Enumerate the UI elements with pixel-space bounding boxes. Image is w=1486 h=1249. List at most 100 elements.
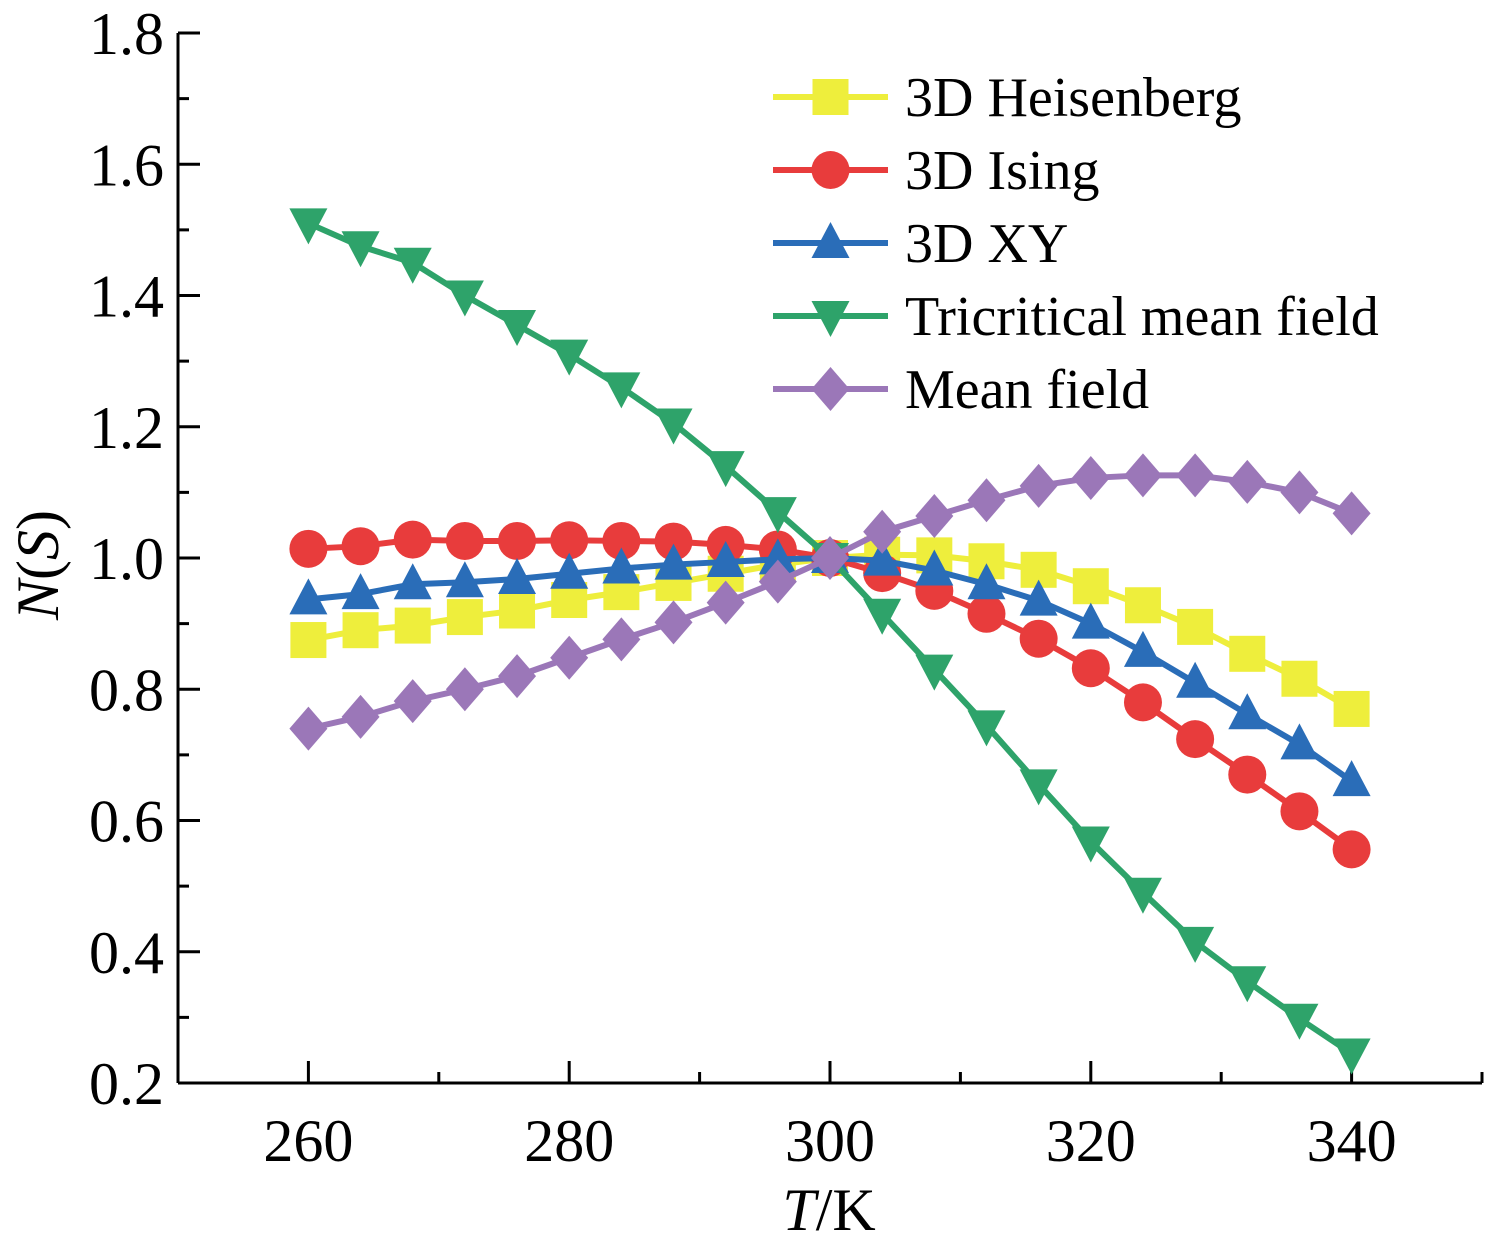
x-tick-label: 340 bbox=[1307, 1108, 1397, 1174]
data-point bbox=[967, 594, 1006, 633]
data-point bbox=[550, 339, 589, 376]
data-point bbox=[602, 547, 641, 584]
series-mean-field bbox=[289, 453, 1371, 751]
data-point bbox=[1332, 1038, 1371, 1075]
legend-marker bbox=[811, 222, 850, 258]
data-point bbox=[1176, 926, 1215, 963]
data-point bbox=[499, 592, 536, 629]
data-point bbox=[915, 549, 954, 586]
data-point bbox=[1071, 826, 1110, 863]
legend-label: 3D Ising bbox=[905, 140, 1099, 202]
x-axis-label: T/K bbox=[782, 1177, 875, 1243]
data-point bbox=[498, 310, 537, 347]
y-tick-label: 1.0 bbox=[89, 526, 164, 592]
data-point bbox=[1123, 630, 1162, 667]
data-point bbox=[1176, 720, 1215, 759]
y-tick-label: 0.2 bbox=[89, 1051, 164, 1117]
y-tick-label: 1.2 bbox=[89, 395, 164, 461]
data-point bbox=[1332, 491, 1371, 536]
data-point bbox=[1332, 760, 1371, 797]
data-point bbox=[1123, 683, 1162, 722]
data-point bbox=[1071, 455, 1110, 500]
series-3d-xy bbox=[289, 537, 1371, 797]
x-tick-label: 320 bbox=[1046, 1108, 1136, 1174]
legend-entry: 3D Ising bbox=[773, 140, 1099, 202]
data-point bbox=[863, 598, 902, 635]
y-tick-label: 1.6 bbox=[89, 132, 164, 198]
data-point bbox=[290, 622, 327, 659]
y-tick-label: 0.4 bbox=[89, 920, 164, 986]
data-point bbox=[446, 599, 483, 636]
data-point bbox=[654, 543, 693, 580]
data-point bbox=[1124, 587, 1161, 624]
data-point bbox=[706, 451, 745, 488]
data-point bbox=[811, 536, 849, 580]
data-point bbox=[602, 617, 641, 662]
data-point bbox=[393, 247, 432, 284]
data-point bbox=[1123, 453, 1162, 498]
legend-marker bbox=[811, 301, 850, 337]
data-point bbox=[654, 600, 693, 645]
data-point bbox=[1333, 690, 1370, 727]
data-point bbox=[1123, 877, 1162, 914]
data-point bbox=[393, 679, 432, 724]
data-point bbox=[550, 635, 589, 680]
data-point bbox=[445, 561, 484, 598]
series-3d-ising bbox=[289, 520, 1371, 869]
legend-marker bbox=[812, 79, 849, 115]
data-point bbox=[706, 580, 745, 625]
data-point bbox=[393, 520, 432, 559]
data-point bbox=[758, 538, 797, 575]
data-point bbox=[1280, 1003, 1319, 1040]
data-point bbox=[341, 231, 380, 268]
data-point bbox=[1280, 723, 1319, 760]
data-point bbox=[1072, 568, 1109, 605]
data-point bbox=[1229, 635, 1266, 672]
data-point bbox=[706, 540, 745, 577]
legend-label: 3D XY bbox=[905, 213, 1068, 275]
data-point bbox=[758, 559, 797, 604]
data-point bbox=[393, 563, 432, 600]
x-tick-label: 280 bbox=[524, 1108, 614, 1174]
data-point bbox=[341, 694, 380, 739]
axes: 260 280 300 320 340 0.2 0.4 0.6 0.8 1.0 1.2 1.4 1.6 1… bbox=[89, 1, 1484, 1174]
data-point bbox=[1071, 602, 1110, 639]
data-point bbox=[289, 706, 328, 751]
legend-label: 3D Heisenberg bbox=[905, 67, 1241, 129]
x-tick-label: 300 bbox=[785, 1108, 875, 1174]
data-point bbox=[550, 521, 589, 560]
data-point bbox=[654, 408, 693, 445]
data-point bbox=[1332, 830, 1371, 869]
data-point bbox=[1228, 459, 1267, 504]
data-point bbox=[1019, 463, 1058, 508]
legend-marker bbox=[811, 367, 850, 411]
data-point bbox=[289, 529, 328, 568]
data-point bbox=[863, 509, 902, 554]
data-point bbox=[1176, 661, 1215, 698]
data-point bbox=[1228, 693, 1267, 730]
data-point bbox=[342, 612, 379, 649]
data-point bbox=[967, 478, 1006, 523]
data-point bbox=[1280, 792, 1319, 831]
data-point bbox=[1019, 619, 1058, 658]
legend-label: Mean field bbox=[905, 359, 1149, 421]
data-point bbox=[445, 521, 484, 560]
legend-entry: 3D XY bbox=[773, 213, 1068, 275]
data-point bbox=[1281, 660, 1318, 697]
data-point bbox=[289, 578, 328, 615]
legend-entry: Tricritical mean field bbox=[773, 286, 1379, 348]
data-point bbox=[1071, 649, 1110, 688]
x-tick-label: 260 bbox=[263, 1108, 353, 1174]
data-point bbox=[1280, 470, 1319, 515]
data-point bbox=[445, 667, 484, 712]
data-point bbox=[498, 558, 537, 594]
y-axis-label: N(S) bbox=[5, 510, 71, 621]
data-point bbox=[758, 497, 797, 534]
data-point bbox=[1019, 579, 1058, 616]
legend-marker bbox=[811, 151, 850, 189]
data-point bbox=[654, 522, 693, 561]
data-point bbox=[445, 280, 484, 317]
data-point bbox=[602, 372, 641, 409]
data-point bbox=[1177, 608, 1214, 645]
